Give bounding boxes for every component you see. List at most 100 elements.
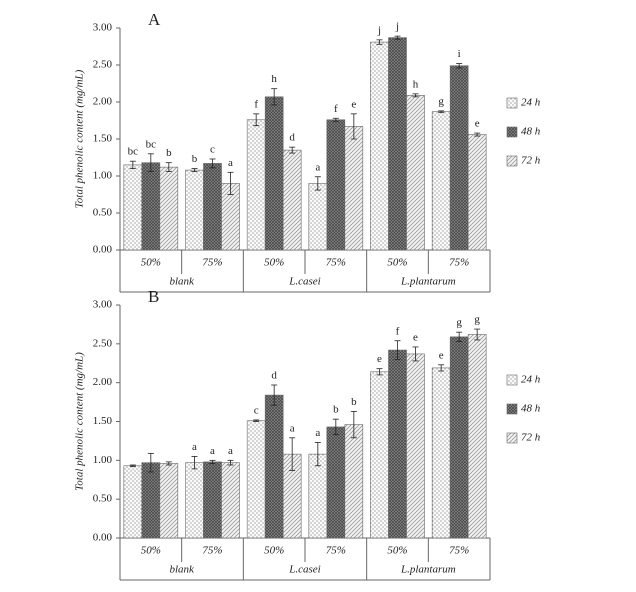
significance-letter: b	[192, 153, 198, 165]
panel-label: A	[148, 10, 161, 29]
bar	[141, 162, 161, 251]
y-tick-label: 2.50	[93, 59, 113, 71]
legend-swatch	[506, 97, 518, 109]
x-tick-label: 75%	[326, 545, 346, 557]
x-tick-label: 50%	[141, 545, 161, 557]
significance-letter: d	[289, 132, 295, 144]
significance-letter: e	[377, 353, 382, 365]
x-tick-label: 50%	[141, 257, 161, 269]
group-label: L.casei	[288, 276, 320, 288]
error-bar	[147, 153, 154, 172]
bar	[159, 463, 179, 539]
error-bar	[271, 88, 278, 106]
error-bar	[147, 452, 154, 473]
bar	[221, 462, 240, 539]
error-bar	[253, 419, 260, 422]
error-bar	[456, 331, 463, 342]
significance-letter: i	[458, 48, 461, 60]
significance-letter: c	[254, 404, 259, 416]
significance-letter: a	[315, 161, 320, 173]
bar	[203, 461, 222, 539]
y-tick-label: 2.50	[93, 337, 113, 349]
bar	[344, 126, 364, 251]
error-bar	[271, 384, 278, 406]
significance-letter: h	[271, 73, 277, 85]
x-tick-label: 75%	[202, 545, 222, 557]
x-tick-label: 50%	[387, 257, 407, 269]
error-bar	[227, 171, 234, 195]
error-bar	[165, 162, 172, 172]
bar	[185, 462, 204, 539]
bar	[449, 336, 469, 539]
significance-letter: f	[396, 325, 400, 337]
error-bar	[209, 158, 216, 169]
error-bar	[209, 459, 216, 464]
bar	[370, 41, 389, 251]
y-tick-label: 0.00	[93, 532, 113, 544]
error-bar	[412, 93, 419, 98]
significance-letter: a	[290, 422, 295, 434]
bar	[388, 349, 407, 539]
group-label: blank	[169, 276, 195, 288]
error-bar	[376, 368, 383, 376]
error-bar	[165, 461, 172, 466]
bar	[308, 183, 328, 251]
significance-letter: e	[475, 118, 480, 130]
error-bar	[332, 418, 339, 436]
bar	[467, 134, 487, 251]
y-tick-label: 1.50	[93, 415, 113, 427]
significance-letter: bc	[146, 138, 157, 150]
x-tick-label: 75%	[202, 257, 222, 269]
group-label: L.plantarum	[400, 564, 456, 576]
error-bar	[191, 456, 198, 470]
bar	[308, 453, 328, 539]
bar	[326, 119, 346, 251]
error-bar	[332, 117, 339, 122]
significance-letter: f	[334, 103, 338, 115]
x-tick-label: 50%	[387, 545, 407, 557]
error-bar	[314, 442, 321, 467]
bar	[264, 394, 284, 539]
bar	[431, 367, 451, 539]
significance-letter: a	[315, 427, 320, 439]
y-tick-label: 0.50	[93, 207, 113, 219]
error-bar	[376, 39, 383, 45]
significance-letter: g	[456, 317, 462, 329]
legend-swatch	[506, 432, 518, 444]
significance-letter: b	[351, 396, 357, 408]
group-label: L.casei	[288, 564, 320, 576]
bar	[370, 371, 389, 539]
significance-letter: g	[438, 95, 444, 107]
bar	[467, 334, 487, 539]
bar	[449, 65, 469, 251]
x-tick-label: 75%	[449, 257, 469, 269]
bar	[123, 465, 143, 539]
significance-letter: j	[377, 24, 381, 36]
error-bar	[474, 328, 481, 341]
error-bar	[191, 168, 198, 172]
x-tick-label: 75%	[326, 257, 346, 269]
bar	[344, 424, 364, 539]
error-bar	[412, 346, 419, 362]
error-bar	[253, 113, 260, 127]
significance-letter: f	[254, 98, 258, 110]
significance-letter: d	[271, 370, 277, 382]
y-tick-label: 3.00	[93, 22, 113, 34]
bar	[185, 169, 204, 251]
significance-letter: e	[439, 349, 444, 361]
legend-label: 72 h	[521, 432, 541, 444]
significance-letter: h	[413, 78, 419, 90]
legend-label: 24 h	[521, 97, 541, 109]
group-label: L.plantarum	[400, 276, 456, 288]
error-bar	[289, 437, 296, 471]
legend-swatch	[506, 403, 518, 415]
legend-label: 72 h	[521, 155, 541, 167]
legend-label: 48 h	[521, 403, 541, 415]
legend-label: 48 h	[521, 126, 541, 138]
legend-swatch	[506, 126, 518, 138]
error-bar	[350, 113, 357, 140]
error-bar	[129, 160, 136, 170]
y-axis-label: Total phenolic content (mg/mL)	[74, 352, 86, 491]
y-tick-label: 1.00	[93, 170, 113, 182]
